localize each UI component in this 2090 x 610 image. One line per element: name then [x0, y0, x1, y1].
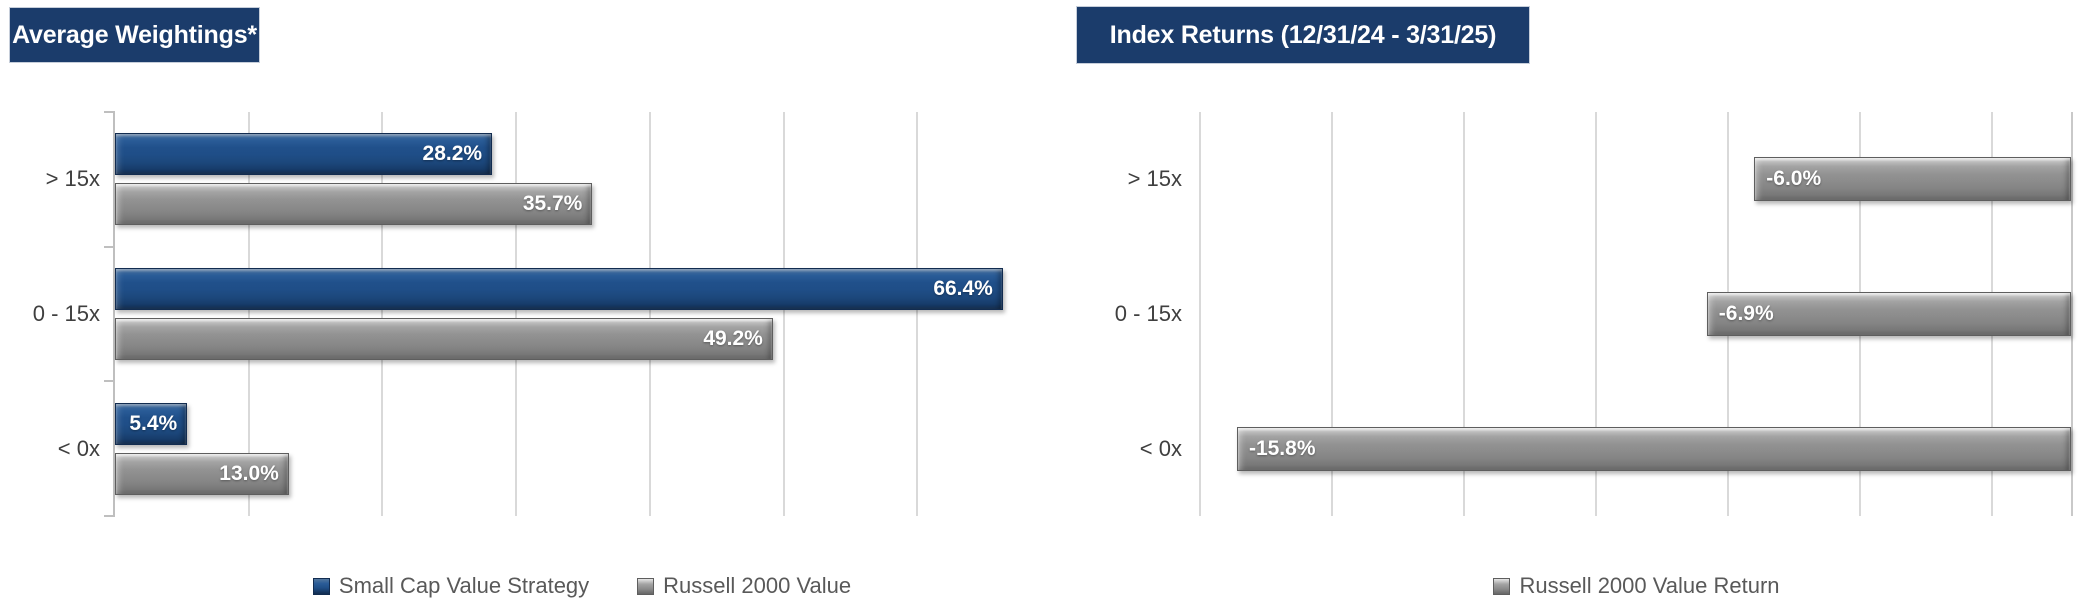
chart-title: Average Weightings*: [12, 20, 257, 49]
plot-area: -6.0% -6.9% -15.8%: [1199, 112, 2073, 516]
category-label-15x: > 15x: [45, 166, 100, 192]
bar-value-label: 28.2%: [422, 142, 483, 166]
gridline: [247, 112, 250, 516]
legend-item-russell-2000-value: Russell 2000 Value: [637, 573, 851, 599]
gridline: [648, 112, 651, 516]
gridline: [916, 112, 919, 516]
category-label-0-15x: 0 - 15x: [1114, 301, 1182, 326]
bar-small-cap-value-strategy: 66.4%: [115, 267, 1003, 310]
bar-russell-2000-value-return: -6.0%: [1754, 157, 2071, 202]
chart-title: Index Returns (12/31/24 - 3/31/25): [1109, 20, 1497, 49]
legend-swatch-icon: [312, 577, 330, 595]
bar-russell-2000-value-return: -6.9%: [1706, 291, 2071, 336]
legend-item-small-cap-value-strategy: Small Cap Value Strategy: [312, 573, 590, 599]
bar-small-cap-value-strategy: 28.2%: [115, 133, 493, 176]
bar-group-0-15x: -6.9%: [1200, 247, 2071, 382]
legend-swatch-icon: [1493, 577, 1511, 595]
bar-value-label: -6.9%: [1718, 301, 1774, 325]
gridline: [1462, 112, 1465, 516]
bar-value-label: 35.7%: [522, 192, 583, 216]
axis-tick: [104, 515, 115, 517]
gridline: [1594, 112, 1597, 516]
bar-group-15x: -6.0%: [1200, 112, 2071, 247]
bar-small-cap-value-strategy: 5.4%: [115, 402, 188, 445]
legend-label: Russell 2000 Value Return: [1519, 573, 1780, 598]
category-label-0x: < 0x: [1139, 435, 1182, 461]
bar-value-label: 5.4%: [129, 411, 178, 435]
bar-group-15x: 28.2% 35.7%: [115, 112, 1051, 247]
bar-group-0-15x: 66.4% 49.2%: [115, 247, 1051, 382]
axis-tick: [104, 380, 115, 383]
legend: Small Cap Value Strategy Russell 2000 Val…: [113, 566, 1051, 606]
plot-area: 28.2% 35.7% 66.4% 49.2% 5.4% 13.0%: [104, 111, 1051, 517]
axis-tick: [104, 111, 115, 113]
legend-label: Small Cap Value Strategy: [338, 573, 590, 598]
bar-value-label: 66.4%: [933, 276, 993, 300]
category-label-0x: < 0x: [57, 435, 100, 461]
gridline: [1330, 112, 1333, 516]
gridline: [381, 112, 384, 516]
gridline: [782, 112, 785, 516]
bar-value-label: 13.0%: [219, 461, 279, 485]
legend: Russell 2000 Value Return: [1200, 566, 2073, 606]
bar-value-label: 49.2%: [703, 326, 763, 350]
bar-russell-2000-value-return: -15.8%: [1236, 426, 2071, 471]
chart-title-box: Index Returns (12/31/24 - 3/31/25): [1077, 7, 1529, 63]
category-label-0-15x: 0 - 15x: [32, 301, 100, 326]
category-axis: > 15x 0 - 15x < 0x: [1070, 112, 1182, 516]
gridline: [515, 112, 518, 516]
bar-russell-2000-value: 49.2%: [115, 317, 773, 360]
category-label-15x: > 15x: [1127, 166, 1182, 192]
chart-title-box: Average Weightings*: [10, 8, 259, 62]
legend-label: Russell 2000 Value: [663, 573, 852, 598]
bar-group-0x: 5.4% 13.0%: [115, 381, 1051, 516]
gridline: [1199, 112, 1201, 516]
bar-value-label: -6.0%: [1766, 167, 1822, 191]
bar-russell-2000-value: 13.0%: [115, 452, 289, 495]
category-axis: > 15x 0 - 15x < 0x: [14, 112, 100, 516]
bar-group-0x: -15.8%: [1200, 381, 2071, 516]
legend-swatch-icon: [637, 577, 655, 595]
bar-value-label: -15.8%: [1248, 436, 1316, 460]
bar-russell-2000-value: 35.7%: [115, 183, 593, 226]
legend-item-russell-2000-value-return: Russell 2000 Value Return: [1493, 573, 1780, 599]
axis-tick: [104, 245, 115, 248]
